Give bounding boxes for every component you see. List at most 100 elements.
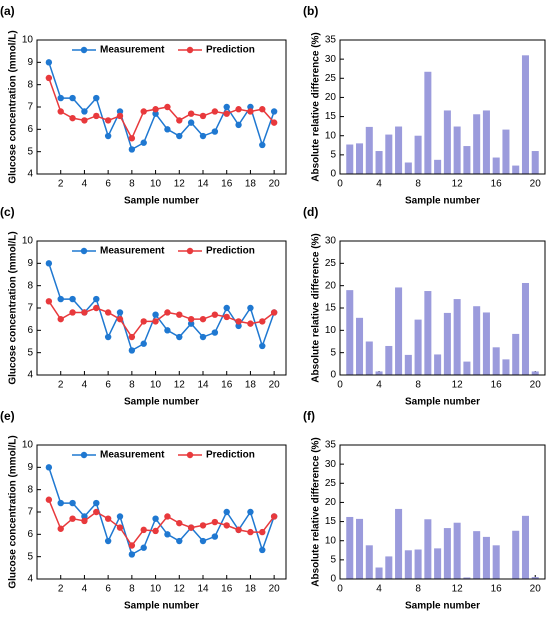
series-marker bbox=[176, 537, 183, 545]
series-marker bbox=[247, 320, 254, 327]
x-tick-label: 4 bbox=[82, 584, 88, 595]
series-marker bbox=[211, 311, 219, 318]
y-tick-label: 10 bbox=[325, 130, 337, 141]
panel-label: (f) bbox=[303, 409, 315, 423]
legend-marker bbox=[80, 247, 88, 255]
panel-label: (e) bbox=[0, 409, 15, 423]
y-tick-label: 10 bbox=[22, 35, 34, 46]
bar bbox=[346, 290, 354, 375]
y-tick-label: 10 bbox=[22, 236, 34, 247]
series-marker bbox=[164, 103, 171, 111]
bar bbox=[404, 550, 412, 579]
bar bbox=[375, 567, 383, 579]
y-tick-label: 4 bbox=[27, 370, 33, 381]
series-marker bbox=[176, 311, 183, 318]
y-tick-label: 25 bbox=[325, 258, 337, 269]
y-tick-label: 5 bbox=[27, 146, 33, 157]
y-tick-label: 5 bbox=[330, 554, 336, 565]
series-marker bbox=[223, 522, 230, 529]
y-tick-label: 30 bbox=[325, 54, 337, 65]
series-marker bbox=[69, 114, 76, 122]
series-marker bbox=[223, 110, 230, 117]
series-line bbox=[48, 62, 275, 151]
series-marker bbox=[199, 522, 207, 529]
x-tick-label: 12 bbox=[452, 179, 464, 190]
x-axis-title: Sample number bbox=[405, 397, 480, 408]
x-tick-label: 12 bbox=[174, 584, 186, 595]
x-tick-label: 0 bbox=[337, 380, 343, 391]
series-marker bbox=[187, 119, 195, 126]
series-marker bbox=[128, 551, 136, 558]
series-marker bbox=[81, 309, 88, 316]
x-tick-label: 14 bbox=[197, 179, 209, 190]
bar bbox=[492, 157, 500, 174]
x-tick-label: 8 bbox=[415, 584, 421, 595]
series-marker bbox=[116, 524, 124, 531]
bar bbox=[482, 312, 490, 375]
series-marker bbox=[176, 117, 183, 124]
series-marker bbox=[69, 309, 76, 316]
series-marker bbox=[152, 527, 159, 535]
series-marker bbox=[93, 94, 100, 102]
y-tick-label: 6 bbox=[27, 124, 33, 135]
y-tick-label: 25 bbox=[325, 73, 337, 84]
x-tick-label: 8 bbox=[129, 584, 135, 595]
bar bbox=[531, 371, 539, 375]
bar bbox=[434, 548, 442, 579]
bar bbox=[443, 110, 451, 174]
series-marker bbox=[187, 524, 195, 531]
bar bbox=[473, 306, 481, 375]
bar bbox=[395, 126, 403, 174]
legend-label: Prediction bbox=[206, 246, 255, 257]
series-marker bbox=[259, 528, 266, 536]
bar bbox=[356, 143, 364, 174]
y-tick-label: 7 bbox=[27, 507, 33, 518]
bar bbox=[482, 536, 490, 579]
y-tick-label: 6 bbox=[27, 529, 33, 540]
series-marker bbox=[199, 537, 207, 545]
x-tick-label: 4 bbox=[82, 380, 88, 391]
y-axis-title: Glucose concentration (mmol/L) bbox=[8, 30, 19, 183]
series-marker bbox=[81, 517, 88, 525]
series-marker bbox=[45, 496, 53, 503]
y-tick-label: 15 bbox=[325, 516, 337, 527]
x-tick-label: 6 bbox=[105, 179, 111, 190]
bar bbox=[521, 282, 529, 375]
bar bbox=[375, 151, 383, 174]
legend-label: Prediction bbox=[206, 45, 255, 56]
series-marker bbox=[259, 141, 266, 149]
bar bbox=[473, 114, 481, 174]
x-tick-label: 8 bbox=[415, 179, 421, 190]
series-marker bbox=[104, 537, 112, 545]
bar bbox=[424, 519, 432, 579]
series-marker bbox=[128, 146, 136, 153]
bar bbox=[521, 55, 529, 174]
bar bbox=[365, 341, 373, 375]
series-marker bbox=[45, 59, 53, 66]
series-marker bbox=[235, 526, 242, 534]
series-marker bbox=[128, 333, 136, 341]
series-marker bbox=[270, 119, 278, 126]
y-tick-label: 35 bbox=[325, 440, 337, 451]
x-tick-label: 0 bbox=[337, 584, 343, 595]
y-tick-label: 8 bbox=[27, 484, 33, 495]
bar bbox=[385, 556, 393, 579]
series-marker bbox=[176, 132, 183, 140]
series-marker bbox=[270, 309, 278, 316]
series-marker bbox=[247, 508, 254, 516]
series-marker bbox=[270, 513, 278, 520]
y-tick-label: 20 bbox=[325, 497, 337, 508]
series-marker bbox=[223, 304, 230, 312]
series-marker bbox=[259, 318, 266, 325]
series-marker bbox=[57, 108, 64, 115]
x-tick-label: 16 bbox=[491, 584, 503, 595]
y-tick-label: 15 bbox=[325, 303, 337, 314]
x-tick-label: 20 bbox=[530, 179, 542, 190]
series-marker bbox=[211, 533, 219, 540]
series-marker bbox=[57, 525, 64, 532]
series-marker bbox=[199, 112, 207, 120]
panel-label: (a) bbox=[0, 4, 15, 18]
y-tick-label: 30 bbox=[325, 459, 337, 470]
y-axis-title: Absolute relative difference (%) bbox=[311, 32, 322, 181]
series-marker bbox=[116, 309, 124, 316]
